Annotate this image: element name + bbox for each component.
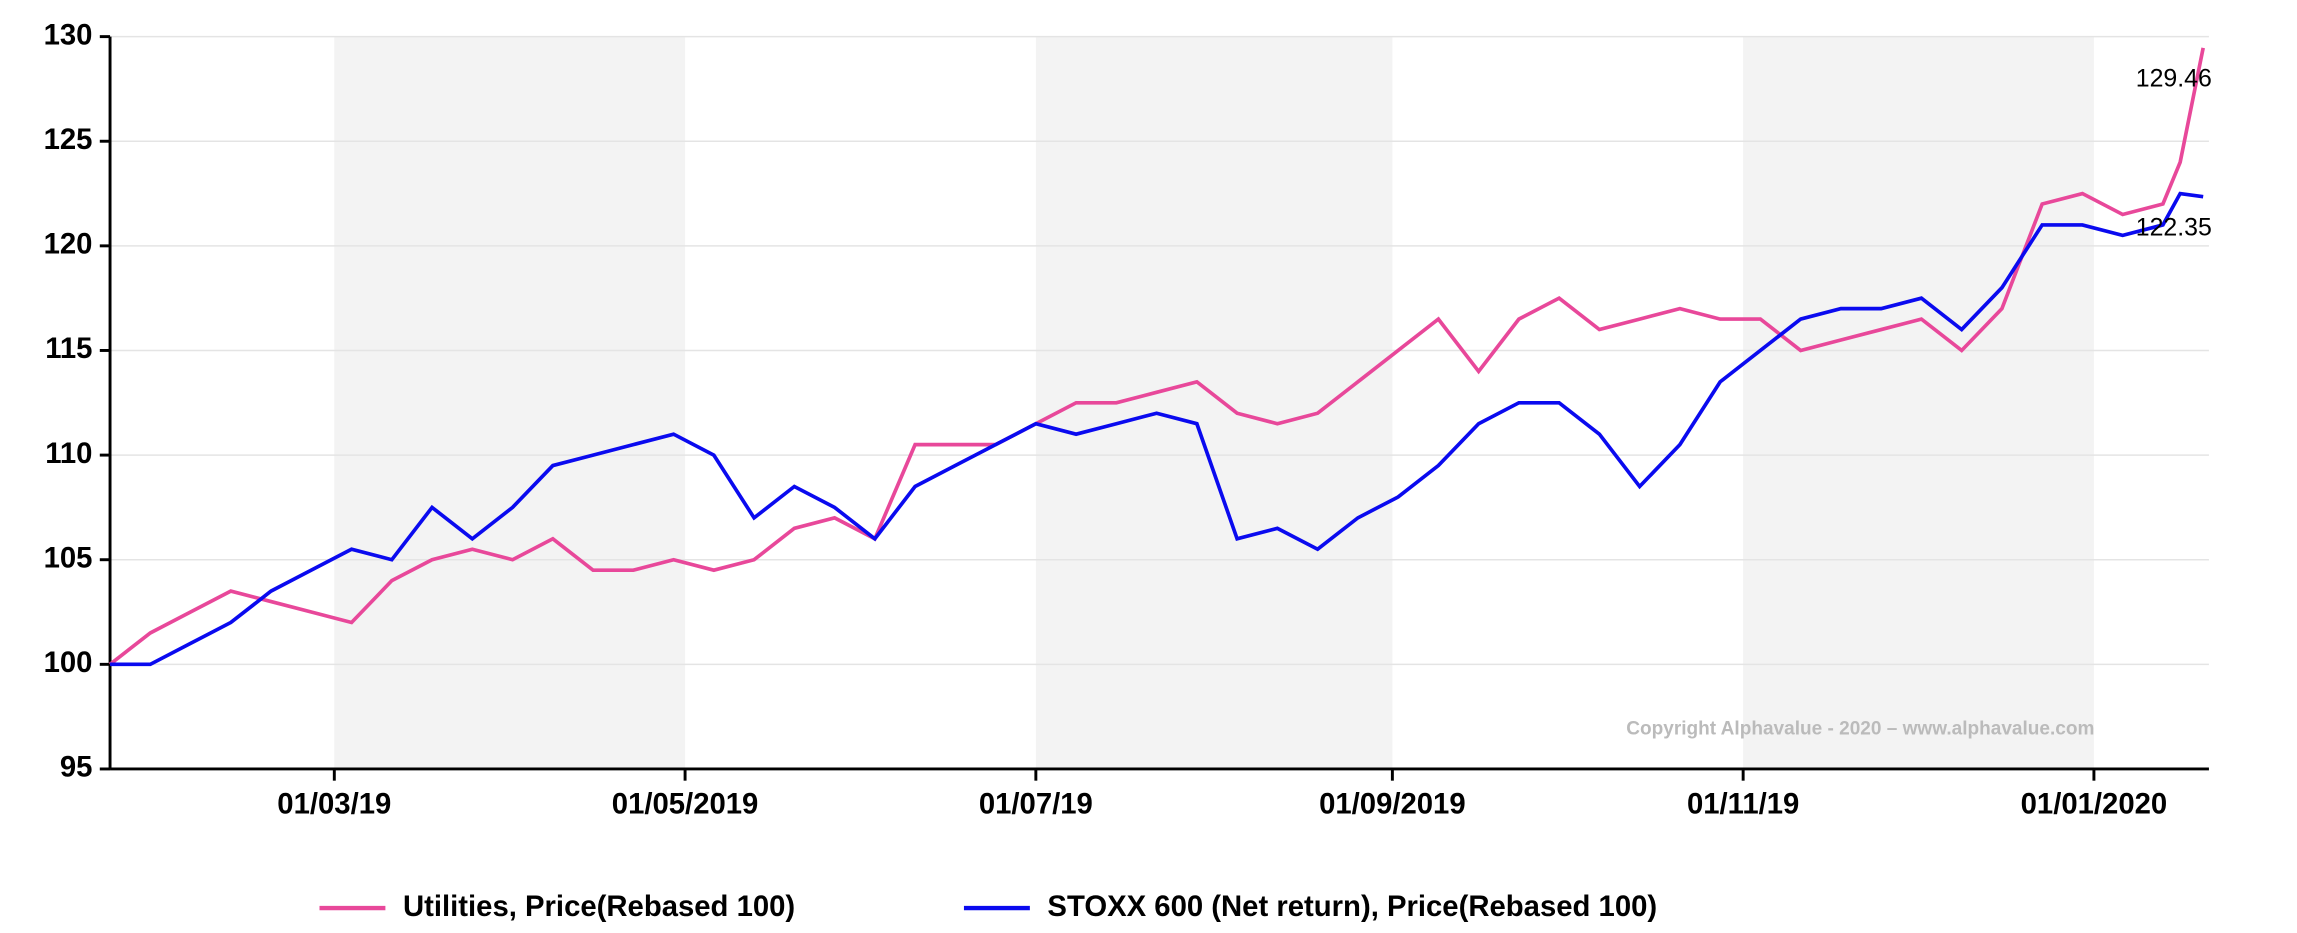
- y-tick-label: 100: [44, 646, 93, 679]
- series-line: [110, 191, 2204, 667]
- y-tick-label: 110: [45, 437, 92, 470]
- x-tick-label: 01/09/2019: [1319, 787, 1466, 820]
- end-value-label: 129.46: [2136, 65, 2212, 93]
- x-tick-label: 01/07/19: [979, 787, 1093, 820]
- y-tick-label: 130: [44, 18, 93, 51]
- y-tick-label: 125: [44, 123, 93, 156]
- x-tick-label: 01/01/2020: [2021, 787, 2168, 820]
- copyright: Copyright Alphavalue - 2020 – www.alphav…: [1626, 718, 2094, 739]
- legend-label: STOXX 600 (Net return), Price(Rebased 10…: [1047, 890, 1657, 923]
- y-tick-label: 120: [44, 228, 93, 261]
- shade-band: [1743, 36, 2094, 769]
- end-value-label: 122.35: [2136, 213, 2212, 241]
- y-tick-label: 105: [44, 541, 93, 574]
- x-tick-label: 01/03/19: [277, 787, 391, 820]
- y-tick-label: 115: [45, 332, 92, 365]
- shade-band: [334, 36, 686, 769]
- legend-label: Utilities, Price(Rebased 100): [403, 890, 795, 923]
- x-tick-label: 01/05/2019: [612, 787, 759, 820]
- series-line: [108, 47, 2205, 666]
- x-tick-label: 01/11/19: [1687, 787, 1799, 820]
- y-tick-label: 95: [60, 751, 93, 784]
